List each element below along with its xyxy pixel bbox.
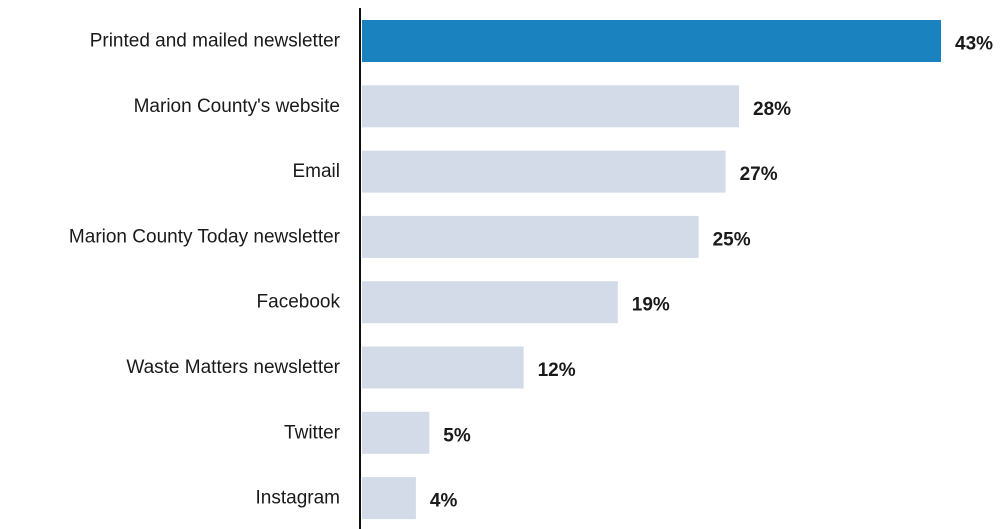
category-label-1: Marion County's website bbox=[134, 96, 340, 117]
value-label-0: 43% bbox=[955, 34, 993, 55]
category-label-6: Twitter bbox=[284, 422, 341, 443]
category-label-4: Facebook bbox=[257, 292, 341, 313]
value-label-1: 28% bbox=[753, 99, 791, 120]
bar-5 bbox=[362, 346, 524, 389]
category-label-7: Instagram bbox=[256, 488, 340, 509]
value-label-4: 19% bbox=[632, 295, 670, 316]
category-labels-group: Printed and mailed newsletter Marion Coun… bbox=[69, 31, 341, 509]
bar-2 bbox=[362, 150, 726, 193]
value-label-6: 5% bbox=[443, 425, 471, 446]
bar-7 bbox=[362, 477, 416, 520]
category-label-2: Email bbox=[292, 161, 340, 182]
value-labels-group: 43% 28% 27% 25% 19% 12% 5% 4% bbox=[430, 34, 993, 512]
category-label-0: Printed and mailed newsletter bbox=[90, 31, 341, 52]
bars-group bbox=[362, 20, 941, 520]
category-label-3: Marion County Today newsletter bbox=[69, 226, 341, 247]
value-label-5: 12% bbox=[538, 360, 576, 381]
bar-1 bbox=[362, 85, 739, 128]
bar-4 bbox=[362, 281, 618, 324]
category-label-5: Waste Matters newsletter bbox=[126, 357, 340, 378]
bar-6 bbox=[362, 411, 430, 454]
bar-0 bbox=[362, 20, 941, 62]
value-label-3: 25% bbox=[713, 229, 751, 250]
bar-3 bbox=[362, 215, 699, 258]
value-label-7: 4% bbox=[430, 491, 458, 512]
value-label-2: 27% bbox=[740, 164, 778, 185]
